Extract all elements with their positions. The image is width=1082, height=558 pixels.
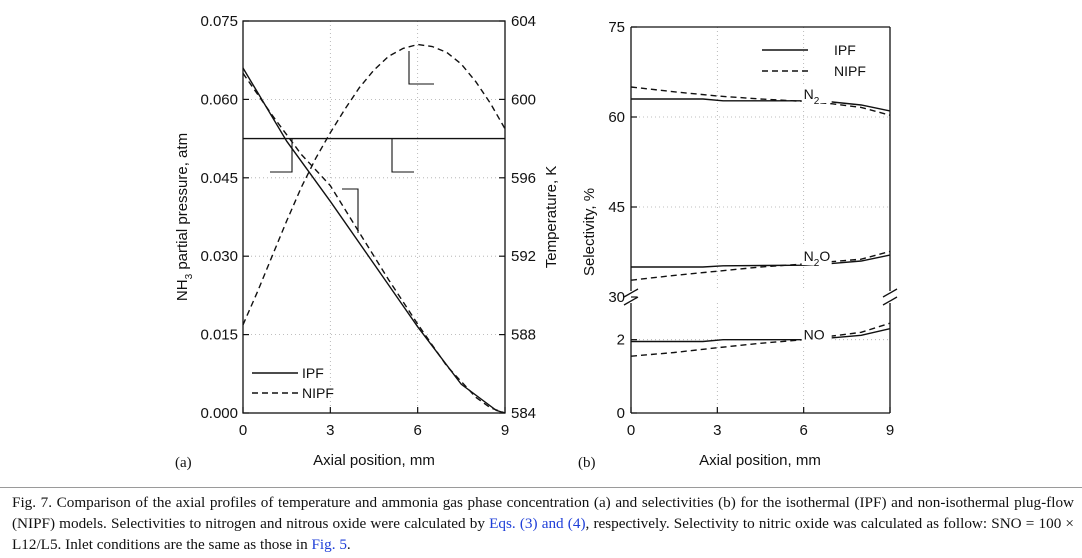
chart-a-right-y-tick-label: 600 <box>511 91 536 108</box>
chart-a-left-y-tick-label: 0.030 <box>200 248 238 265</box>
chart-a-series <box>242 43 506 414</box>
caption-link-fig5[interactable]: Fig. 5 <box>311 536 347 553</box>
chart-a-left-y-tick-label: 0.000 <box>200 405 238 422</box>
chart-b-y-ticks: 0 2 30 45 60 75 <box>608 19 637 422</box>
chart-a-right-y-tick-label: 604 <box>511 13 536 30</box>
chart-a-right-y-tick-label: 592 <box>511 248 536 265</box>
arrow-nipf-pressure <box>342 188 359 233</box>
chart-a-panel-label: (a) <box>175 455 192 471</box>
chart-a-left-y-tick-label: 0.075 <box>200 13 238 30</box>
chart-a-x-tick-label: 9 <box>501 422 509 439</box>
chart-a-grid <box>243 21 505 413</box>
chart-b-x-ticks: 0 3 6 9 <box>627 407 894 439</box>
legend-b-ipf-label: IPF <box>834 42 856 58</box>
chart-b-annotations: N2 N2O NO <box>801 85 832 344</box>
chart-b-x-tick-label: 6 <box>799 422 807 439</box>
chart-panel-b: 0 3 6 9 0 2 30 45 60 75 N2 N2O NO IPF NIPF Axial p… <box>578 19 898 471</box>
arrow-ipf-pressure <box>270 139 293 173</box>
chart-b-annotation-bg <box>801 85 832 103</box>
chart-a-left-y-axis-label: NH3 partial pressure, atm <box>174 133 195 301</box>
chart-a-plot-frame <box>242 20 506 414</box>
chart-a-series-ipf-pressure <box>242 67 506 414</box>
chart-b-x-axis-label: Axial position, mm <box>699 452 821 469</box>
chart-b-x-tick-label: 3 <box>713 422 721 439</box>
caption-text-3: . <box>346 536 351 553</box>
chart-b-plot-frame <box>630 26 891 414</box>
legend-a-nipf-label: NIPF <box>302 385 334 401</box>
chart-b-grid <box>631 27 890 413</box>
chart-a-right-y-tick-label: 584 <box>511 405 536 422</box>
chart-a-axis-arrows <box>270 51 434 233</box>
chart-a-x-tick-label: 6 <box>413 422 421 439</box>
chart-a-x-tick-label: 0 <box>239 422 247 439</box>
chart-b-y-axis-label: Selectivity, % <box>581 188 598 276</box>
chart-b-annotation-n2: N2 <box>804 86 820 107</box>
caption-text-2: , respectively. Selectivity to nitric ox… <box>12 515 1074 553</box>
chart-b-series-n2-nipf <box>630 86 891 116</box>
chart-a-left-y-tick-label: 0.060 <box>200 91 238 108</box>
chart-a-right-y-ticks: 584 588 592 596 600 604 <box>499 13 536 422</box>
chart-b-annotation-bg <box>801 247 832 265</box>
caption-text-1: Fig. 7. Comparison of the axial profiles… <box>12 494 1074 532</box>
chart-b-y-tick-label: 0 <box>617 405 625 422</box>
chart-b-x-tick-label: 9 <box>886 422 894 439</box>
chart-b-annotation-no: NO <box>804 327 825 343</box>
chart-a-right-y-tick-label: 588 <box>511 327 536 344</box>
chart-a-series-nipf-temperature <box>242 43 506 326</box>
chart-b-series <box>630 86 891 357</box>
chart-a-left-y-tick-label: 0.045 <box>200 170 238 187</box>
chart-b-annotation-bg <box>801 325 832 344</box>
chart-b-series-n2o-nipf <box>630 250 891 281</box>
legend-a-ipf-label: IPF <box>302 365 324 381</box>
chart-a-series-nipf-pressure <box>242 72 506 414</box>
chart-a-legend: IPF NIPF <box>252 365 334 401</box>
chart-b-axis-break-marks <box>623 288 898 306</box>
chart-b-y-tick-label: 60 <box>608 109 625 126</box>
chart-b-series-no-nipf <box>630 322 891 357</box>
chart-b-series-n2-ipf <box>631 98 891 112</box>
chart-a-x-axis-label: Axial position, mm <box>313 452 435 469</box>
chart-b-y-tick-label: 2 <box>617 332 625 349</box>
chart-b-y-tick-label: 75 <box>608 19 625 36</box>
legend-b-nipf-label: NIPF <box>834 63 866 79</box>
chart-b-series-n2o-ipf <box>631 254 891 268</box>
chart-b-panel-label: (b) <box>578 455 596 471</box>
chart-a-x-ticks: 0 3 6 9 <box>239 407 509 439</box>
arrow-ipf-temperature <box>391 139 414 173</box>
chart-a-x-tick-label: 3 <box>326 422 334 439</box>
chart-b-y-tick-label: 45 <box>608 199 625 216</box>
chart-a-left-y-ticks: 0.000 0.015 0.030 0.045 0.060 0.075 <box>200 13 249 422</box>
chart-b-x-tick-label: 0 <box>627 422 635 439</box>
figure-caption: Fig. 7. Comparison of the axial profiles… <box>12 492 1074 555</box>
chart-a-right-y-tick-label: 596 <box>511 170 536 187</box>
chart-a-right-y-axis-label: Temperature, K <box>543 166 560 269</box>
arrow-nipf-temperature <box>408 51 434 85</box>
chart-b-legend: IPF NIPF <box>762 42 866 79</box>
caption-link-eqs[interactable]: Eqs. (3) and (4) <box>489 515 586 532</box>
chart-b-annotation-n2o: N2O <box>804 248 831 269</box>
caption-divider <box>0 487 1082 488</box>
chart-b-y-tick-label: 30 <box>608 289 625 306</box>
chart-a-left-y-tick-label: 0.015 <box>200 327 238 344</box>
